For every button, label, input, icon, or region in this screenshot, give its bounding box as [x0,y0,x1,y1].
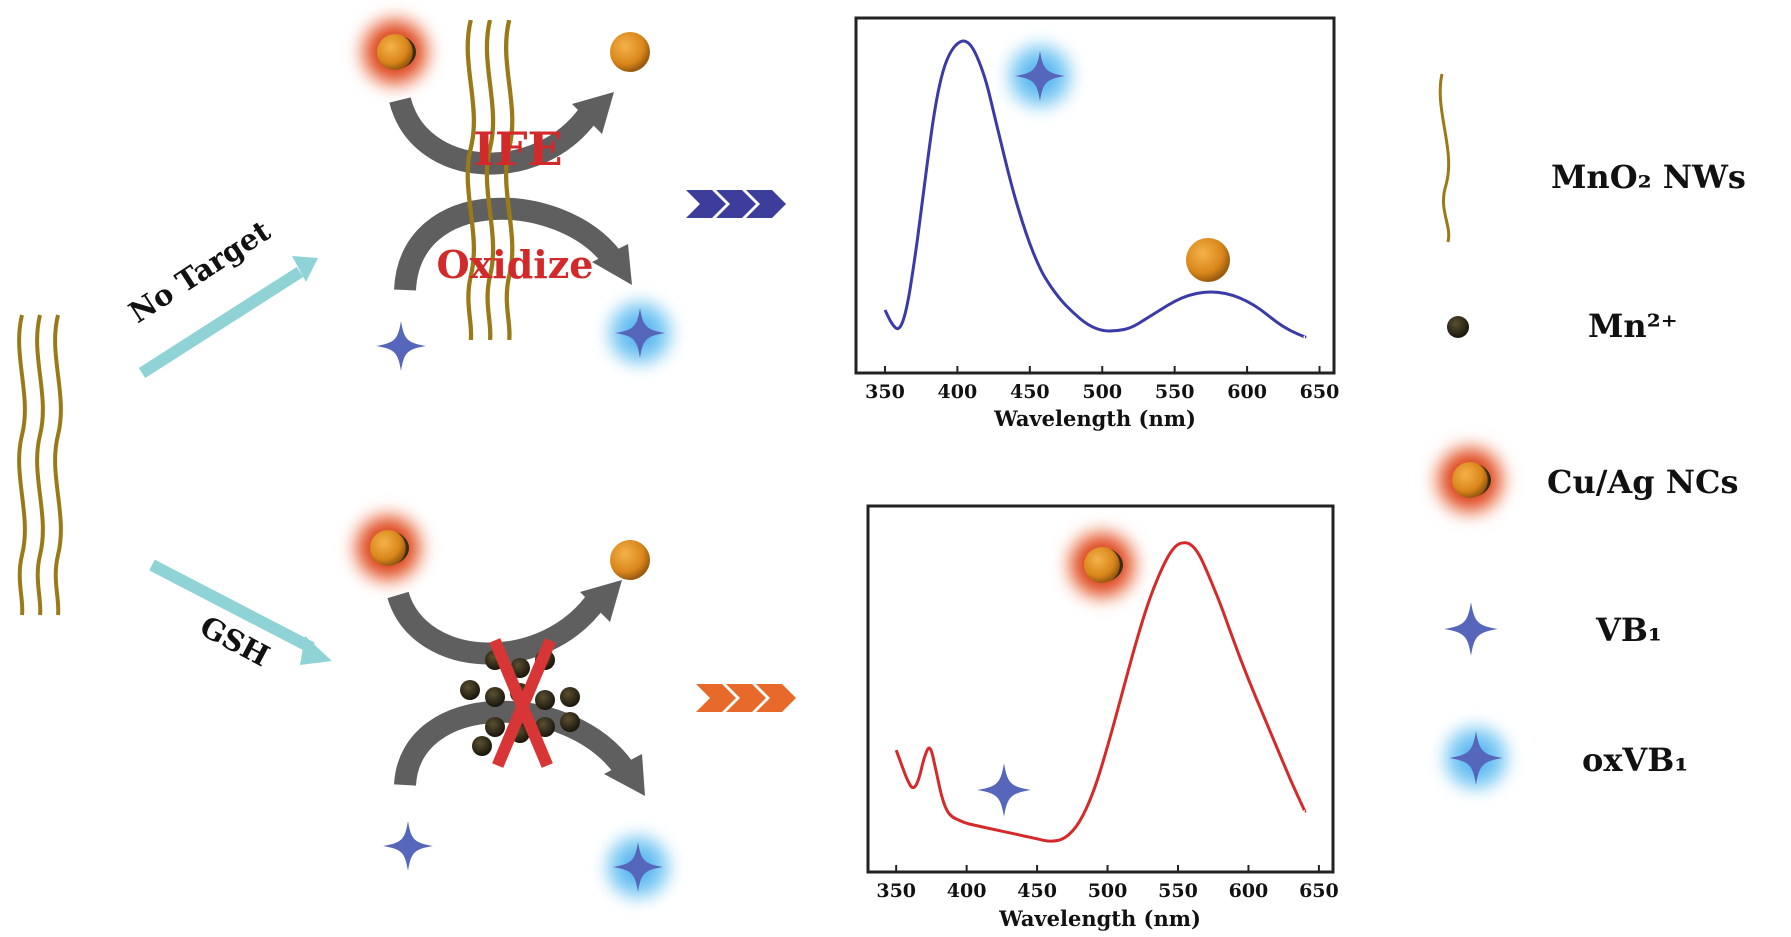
plot-frame [866,504,1335,874]
cu-ag-cluster-glowing [351,8,439,96]
x-ticks: 350 400 450 500 550 600 650 [876,865,1339,902]
blocked-cross-icon [489,638,556,768]
legend-item-oxvb1: oxVB₁ [1434,716,1688,800]
bottom-chevrons [696,684,796,712]
x-tick-label: 500 [1088,880,1128,902]
bottom-spectrum-chart: 350 400 450 500 550 600 650 Wavelength (nm) [866,504,1339,931]
star-icon [1444,602,1498,656]
legend-item-mn-ion: Mn²⁺ [1447,307,1678,345]
x-tick-label: 550 [1158,880,1198,902]
x-tick-label: 600 [1227,381,1267,403]
x-axis-title: Wavelength (nm) [993,406,1196,431]
x-tick-label: 400 [947,880,987,902]
bottom-mechanism [344,504,680,909]
no-target-label: No Target [123,213,277,330]
cu-ag-cluster-glowing [344,504,432,592]
oxvb1-star-glowing [596,825,680,909]
legend-label-mn: Mn²⁺ [1588,307,1678,345]
nanowire-icon [1438,73,1451,243]
oxvb1-star-glowing [598,291,682,375]
cu-ag-cluster-glowing [1058,521,1146,609]
legend-item-mno2-nws: MnO₂ NWs [1438,73,1746,243]
top-chevrons [686,190,786,218]
mno2-nanowire-bundle [19,315,61,615]
legend-label-mno2: MnO₂ NWs [1551,158,1746,196]
glowing-star-icon [1434,716,1518,800]
x-tick-label: 650 [1299,880,1339,902]
legend-label-cu-ag: Cu/Ag NCs [1547,463,1739,501]
cu-ag-cluster-quenched [610,540,650,580]
cu-ag-cluster-quenched [610,32,650,72]
oxvb1-star-glowing [998,34,1082,118]
x-tick-label: 350 [876,880,916,902]
no-target-arrow [138,256,318,379]
cu-ag-cluster-quenched [1186,238,1230,282]
x-tick-label: 550 [1155,381,1195,403]
legend-item-cu-ag-ncs: Cu/Ag NCs [1426,436,1739,524]
series-line [894,541,1307,843]
x-tick-label: 600 [1229,880,1269,902]
oxidation-arrow-blocked [394,700,645,796]
series-line [883,39,1307,339]
top-spectrum-chart: 350 400 450 500 550 600 650 Wavelength (nm) [854,16,1339,431]
top-mechanism: IFE Oxidize [351,8,682,375]
x-ticks: 350 400 450 500 550 600 650 [865,366,1339,403]
x-axis-title: Wavelength (nm) [998,906,1201,931]
mno2-nanowires-barrier [468,20,513,340]
x-tick-label: 450 [1017,880,1057,902]
legend-item-vb1: VB₁ [1444,602,1662,656]
vb1-star [376,321,426,371]
ife-label: IFE [473,122,562,176]
gsh-arrow [149,559,332,665]
plot-frame [854,16,1336,375]
cluster-icon [1426,436,1514,524]
legend: MnO₂ NWs Mn²⁺ Cu/Ag NCs VB₁ oxVB₁ [1426,73,1746,800]
fluorescence-arrow [387,580,622,665]
x-tick-label: 400 [938,381,978,403]
x-tick-label: 450 [1010,381,1050,403]
vb1-star [383,821,433,871]
legend-label-vb1: VB₁ [1595,611,1662,649]
x-tick-label: 650 [1300,381,1340,403]
oxidize-label: Oxidize [437,242,594,287]
x-tick-label: 500 [1082,381,1122,403]
x-tick-label: 350 [865,381,905,403]
ife-arrow [389,92,614,175]
mn-ion-icon [1447,316,1469,338]
vb1-star [977,763,1031,817]
legend-label-oxvb1: oxVB₁ [1582,741,1688,779]
